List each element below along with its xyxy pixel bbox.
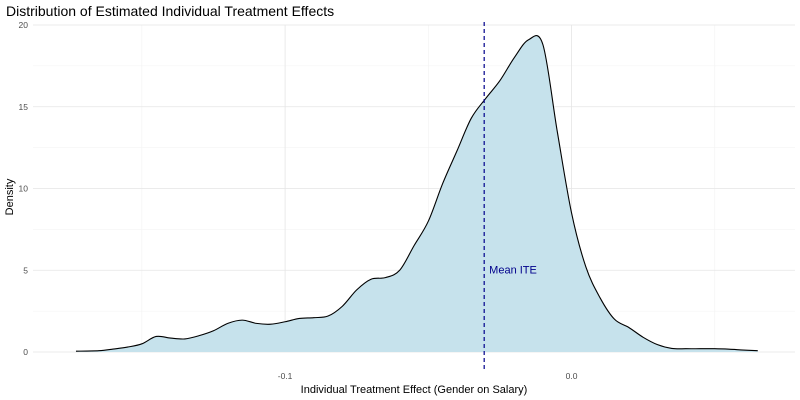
tick-labels: 0 5 10 15 20 -0.1 0.0 [19, 20, 578, 381]
density-area [75, 35, 758, 353]
x-tick-label: -0.1 [278, 371, 293, 381]
density-area-layer [75, 35, 758, 353]
y-axis-label: Density [4, 178, 16, 215]
mean-ite-label: Mean ITE [489, 265, 537, 277]
y-tick-label: 15 [19, 102, 29, 112]
chart-title: Distribution of Estimated Individual Tre… [6, 3, 334, 19]
x-axis-label: Individual Treatment Effect (Gender on S… [301, 384, 528, 396]
y-tick-label: 0 [23, 347, 28, 357]
y-tick-label: 10 [19, 184, 29, 194]
reference-line-layer: Mean ITE [483, 22, 537, 372]
y-tick-label: 5 [23, 265, 28, 275]
density-line [75, 35, 758, 352]
y-tick-label: 20 [19, 20, 29, 30]
x-tick-label: 0.0 [566, 371, 578, 381]
